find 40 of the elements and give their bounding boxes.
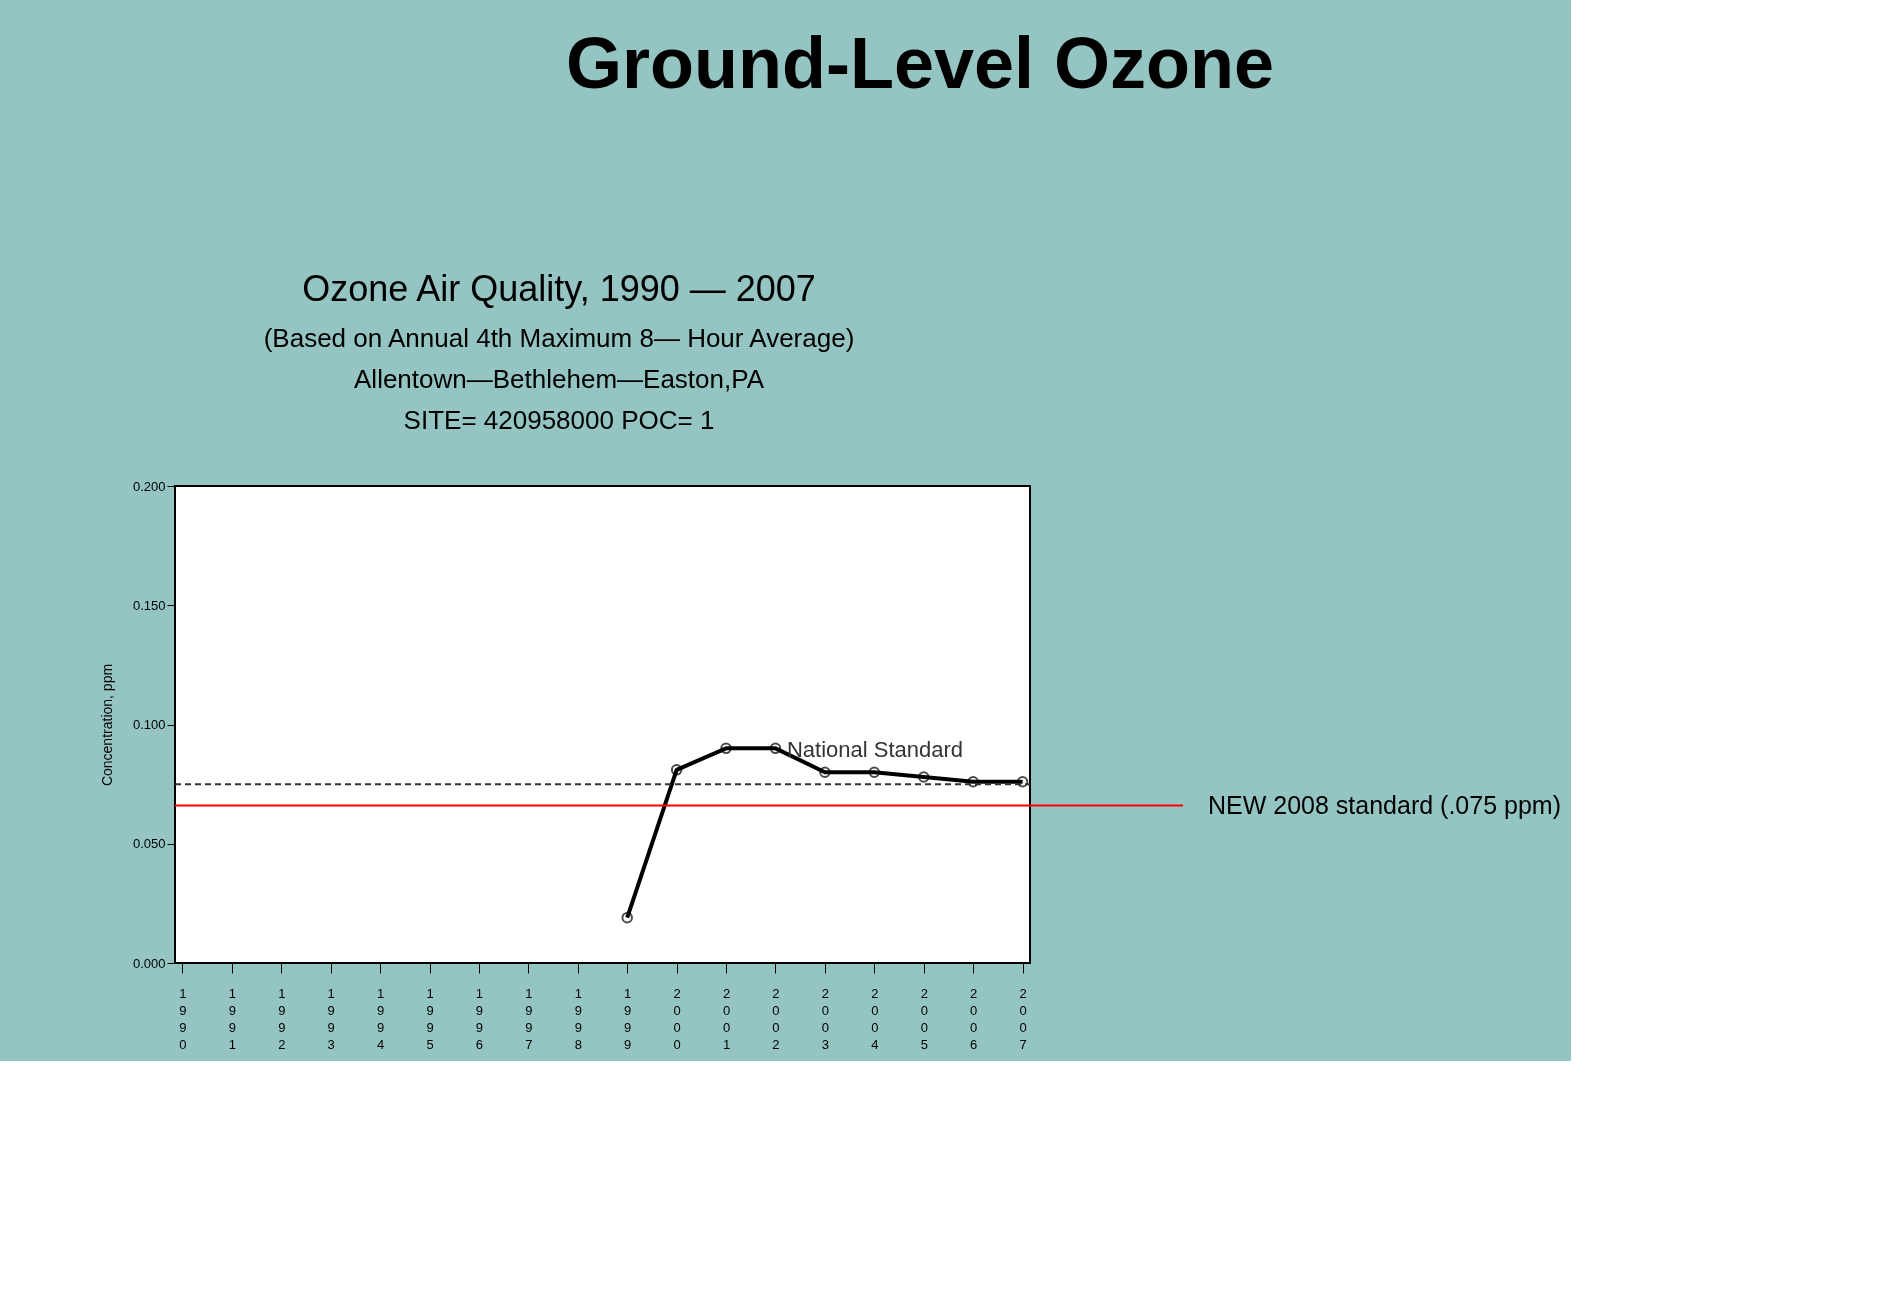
point (670, 764, 683, 776)
point (621, 911, 633, 924)
point (819, 766, 831, 778)
x-tick-label: 2000 (673, 985, 681, 1052)
ref-line-label: NEW 2008 standard (.075 ppm) (1208, 790, 1561, 819)
y-tick-label: 0.200 (132, 478, 166, 494)
text: Allentown—Bethlehem—Easton,PA (354, 364, 765, 394)
x-tick-label: 1994 (376, 985, 385, 1052)
x-tick-label: 2004 (871, 985, 879, 1052)
chart-title: Ozone Air Quality, 1990 — 2007 (302, 268, 816, 309)
text: Ground-Level Ozone (565, 23, 1275, 103)
point (918, 771, 930, 783)
x-tick-label: 2003 (821, 985, 830, 1052)
y-tick-label: 0.050 (132, 836, 166, 852)
point (868, 766, 881, 778)
y-tick-label: 0.150 (132, 597, 166, 613)
point (1016, 776, 1029, 788)
y-axis-title: Concentration, ppm (98, 663, 115, 787)
point (769, 742, 782, 755)
x-tick-label: 1995 (426, 985, 434, 1052)
y-tick-label: 0.100 (132, 717, 166, 732)
x-tick-label: 2001 (722, 985, 731, 1052)
x-tick-label: 1993 (327, 985, 335, 1052)
x-tick-label: 1999 (624, 985, 632, 1052)
x-tick-label: 2002 (772, 985, 780, 1052)
x-tick-label: 1990 (179, 985, 187, 1052)
x-tick-label: 1998 (574, 985, 582, 1052)
point (720, 742, 732, 755)
point (967, 776, 979, 788)
y-tick-label: 0.000 (132, 955, 166, 971)
ref-line-label: National Standard (786, 737, 964, 763)
x-tick-label: 1992 (278, 985, 286, 1052)
x-tick-label: 2005 (920, 985, 928, 1052)
x-tick-label: 2006 (970, 985, 978, 1052)
x-tick-label: 2007 (1019, 985, 1027, 1052)
x-tick-label: 1996 (475, 985, 484, 1052)
chart-subtitle: (Based on Annual 4th Maximum 8— Hour Average) (263, 323, 855, 353)
x-tick-label: 1991 (228, 985, 236, 1052)
x-tick-label: 1997 (525, 985, 533, 1052)
text: SITE= 420958000 POC= 1 (403, 405, 715, 435)
